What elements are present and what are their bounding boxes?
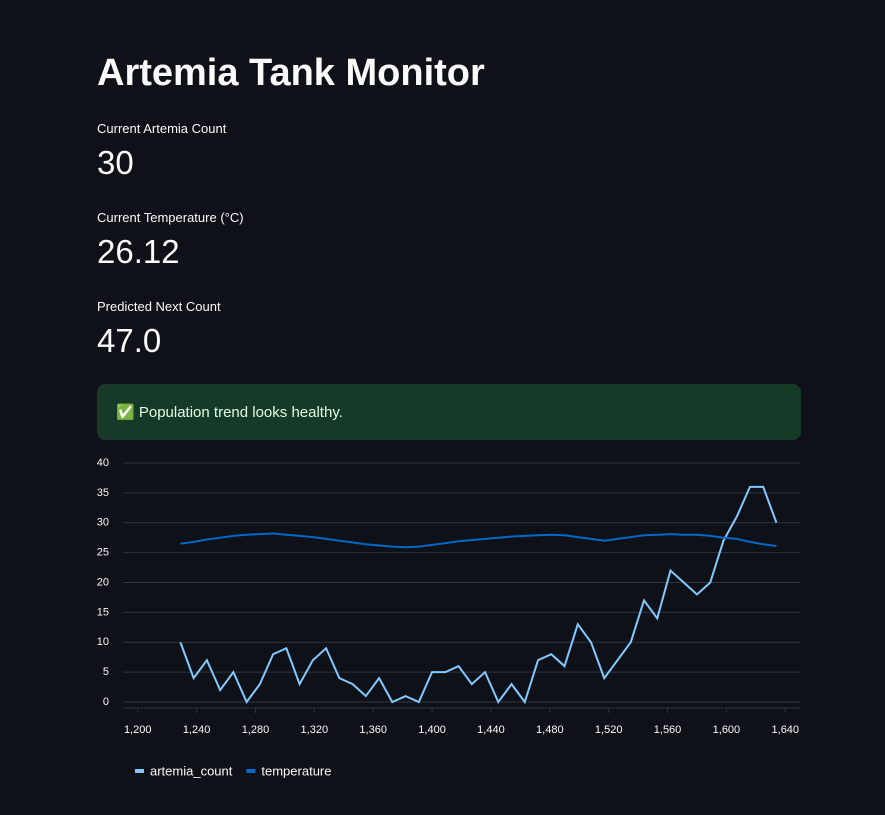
x-tick-label: 1,520 (595, 724, 623, 736)
x-tick-label: 1,200 (124, 724, 152, 736)
x-tick-label: 1,320 (301, 724, 329, 736)
metric-label: Predicted Next Count (97, 299, 221, 314)
y-tick-label: 25 (97, 547, 109, 559)
y-tick-label: 5 (103, 666, 109, 678)
legend-label: artemia_count (150, 763, 233, 778)
y-tick-label: 40 (97, 457, 109, 469)
y-tick-label: 10 (97, 636, 109, 648)
y-tick-label: 0 (103, 696, 109, 708)
x-tick-label: 1,480 (536, 724, 564, 736)
success-alert: ✅ Population trend looks healthy. (97, 384, 801, 440)
legend-label: temperature (261, 763, 331, 778)
chart: 0 5 10 15 20 25 30 35 40 1,200 1,240 1,280 1,320 1,36… (97, 457, 800, 778)
metric-label: Current Temperature (°C) (97, 210, 244, 225)
y-tick-label: 20 (97, 576, 109, 588)
y-tick-label: 15 (97, 606, 109, 618)
metric-value: 30 (97, 144, 134, 181)
metric-value: 47.0 (97, 322, 162, 359)
x-tick-label: 1,600 (713, 724, 741, 736)
x-tick-label: 1,280 (242, 724, 270, 736)
series-line (180, 532, 777, 549)
y-tick-label: 35 (97, 487, 109, 499)
series-line (179, 485, 778, 705)
x-tick-label: 1,640 (772, 724, 800, 736)
title: Artemia Tank Monitor (97, 52, 485, 94)
metric-value: 26.12 (97, 233, 180, 270)
x-tick-label: 1,240 (183, 724, 211, 736)
x-tick-label: 1,440 (477, 724, 505, 736)
y-tick-label: 30 (97, 517, 109, 529)
x-tick-label: 1,360 (359, 724, 387, 736)
x-tick-label: 1,400 (418, 724, 446, 736)
metric-label: Current Artemia Count (97, 121, 227, 136)
x-tick-label: 1,560 (654, 724, 682, 736)
